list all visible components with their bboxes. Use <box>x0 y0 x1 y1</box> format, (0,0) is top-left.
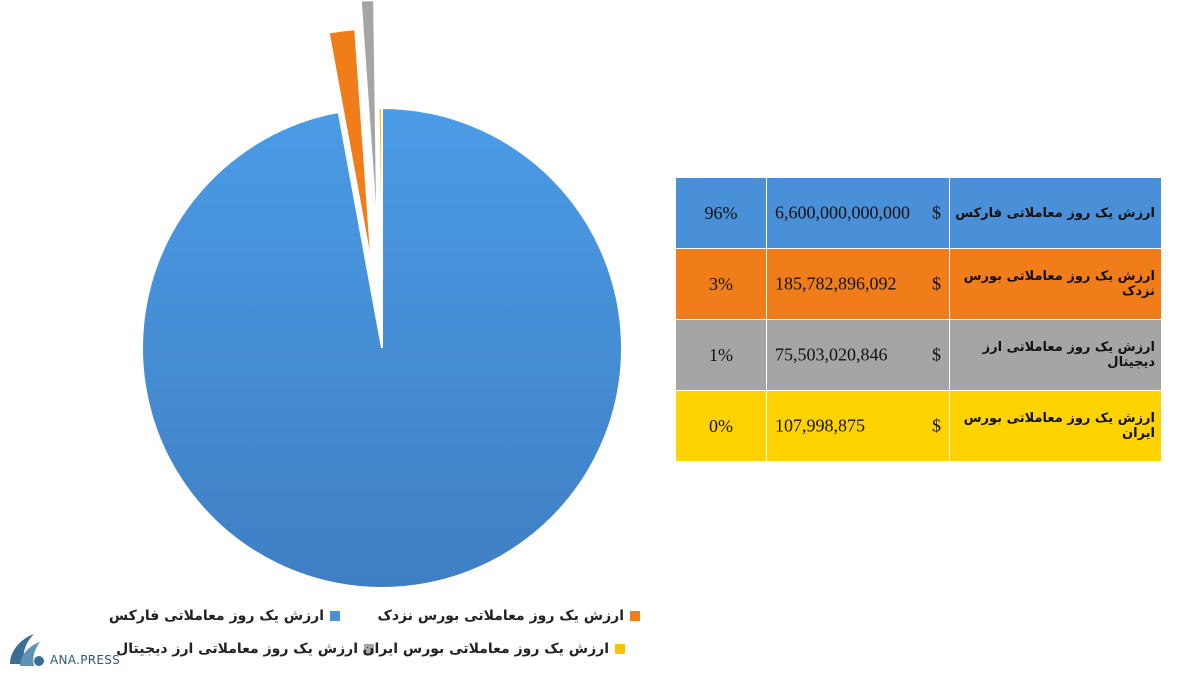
currency-symbol: $ <box>932 344 941 365</box>
watermark-text: ANA.PRESS <box>50 653 121 667</box>
pie-slice <box>359 0 379 241</box>
data-table: 96% 6,600,000,000,000 $ ارزش یک روز معام… <box>675 177 1162 462</box>
table-percent: 0% <box>675 390 767 462</box>
table-percent: 3% <box>675 248 767 320</box>
legend-item-forex: ارزش یک روز معاملاتی فارکس <box>109 608 340 624</box>
legend-label: ارزش یک روز معاملاتی فارکس <box>108 608 324 624</box>
table-value: 6,600,000,000,000 $ <box>766 177 950 249</box>
currency-symbol: $ <box>932 273 941 294</box>
pie-slice <box>377 106 383 349</box>
table-row: 3% 185,782,896,092 $ ارزش یک روز معاملات… <box>675 248 1162 320</box>
table-value: 107,998,875 $ <box>766 390 950 462</box>
legend-label: ارزش یک روز معاملاتی بورس ایران <box>362 641 610 657</box>
legend-swatch <box>630 611 640 621</box>
watermark: ANA.PRESS <box>4 628 162 672</box>
legend-swatch <box>364 644 374 654</box>
ana-logo-icon <box>10 634 44 666</box>
currency-symbol: $ <box>932 415 941 436</box>
table-label: ارزش یک روز معاملاتی ارز دیجیتال <box>949 319 1162 391</box>
legend-item-iran-bourse: ارزش یک روز معاملاتی بورس ایران <box>362 641 625 657</box>
legend-label: ارزش یک روز معاملاتی بورس نزدک <box>377 608 624 624</box>
table-row: 96% 6,600,000,000,000 $ ارزش یک روز معام… <box>675 177 1162 249</box>
legend-item-nasdaq: ارزش یک روز معاملاتی بورس نزدک <box>378 608 640 624</box>
table-row: 0% 107,998,875 $ ارزش یک روز معاملاتی بو… <box>675 390 1162 462</box>
value-number: 75,503,020,846 <box>775 344 888 365</box>
table-label: ارزش یک روز معاملاتی بورس ایران <box>949 390 1162 462</box>
value-number: 185,782,896,092 <box>775 273 897 294</box>
table-percent: 1% <box>675 319 767 391</box>
table-percent: 96% <box>675 177 767 249</box>
table-label: ارزش یک روز معاملاتی فارکس <box>949 177 1162 249</box>
legend-swatch <box>615 644 625 654</box>
legend-item-crypto: ارزش یک روز معاملاتی ارز دیجیتال <box>116 641 374 657</box>
table-value: 75,503,020,846 $ <box>766 319 950 391</box>
table-value: 185,782,896,092 $ <box>766 248 950 320</box>
table-row: 1% 75,503,020,846 $ ارزش یک روز معاملاتی… <box>675 319 1162 391</box>
value-number: 6,600,000,000,000 <box>775 202 910 223</box>
pie-slice <box>327 28 373 269</box>
value-number: 107,998,875 <box>775 415 865 436</box>
currency-symbol: $ <box>932 202 941 223</box>
legend-label: ارزش یک روز معاملاتی ارز دیجیتال <box>116 641 358 657</box>
legend-swatch <box>330 611 340 621</box>
table-label: ارزش یک روز معاملاتی بورس نزدک <box>949 248 1162 320</box>
